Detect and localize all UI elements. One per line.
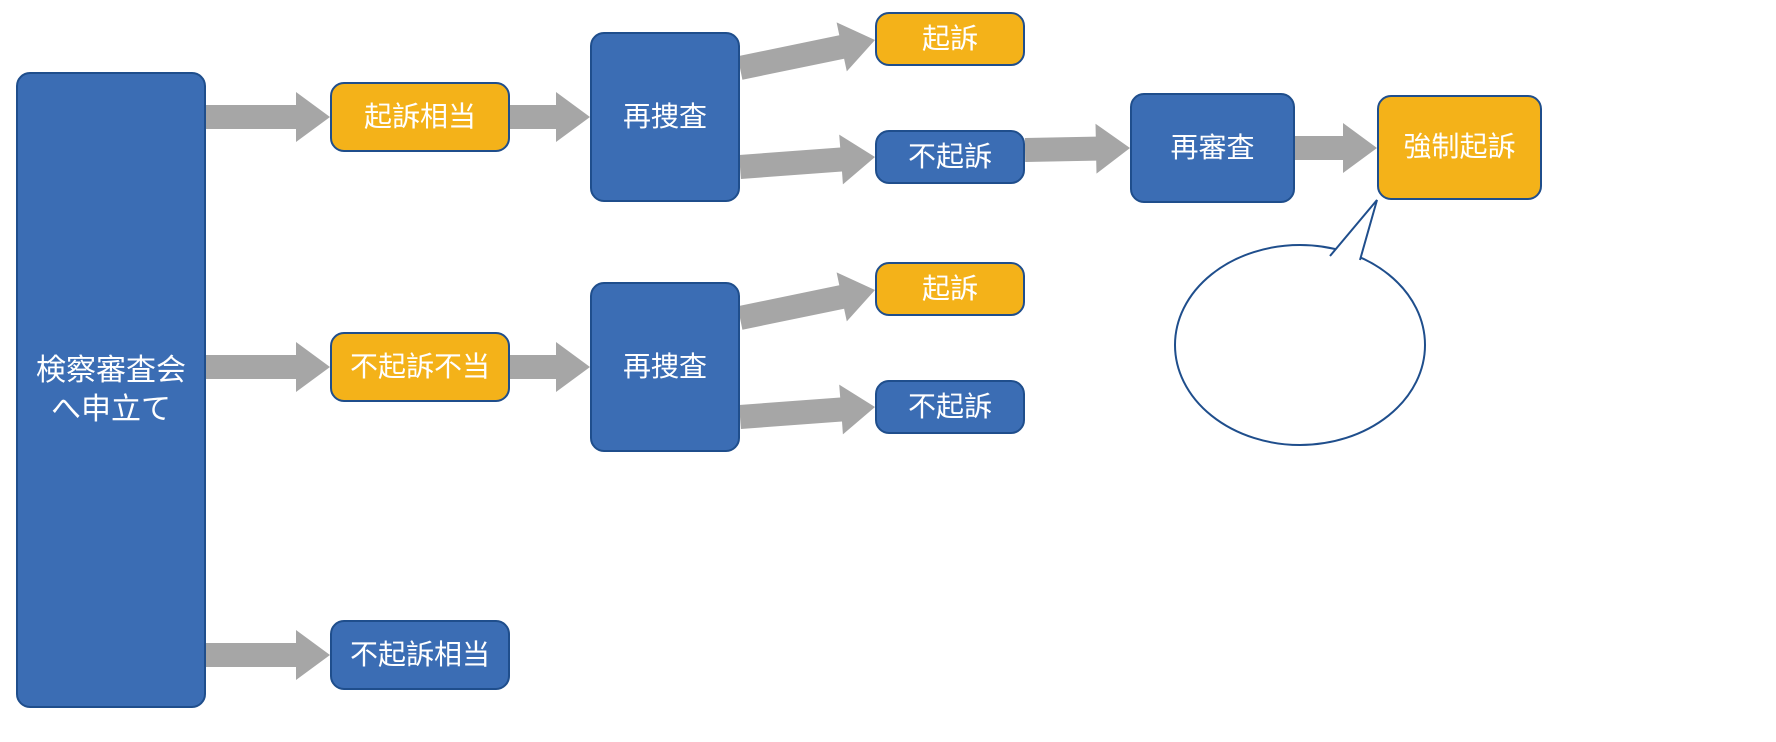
node-re1: 再捜査: [590, 32, 740, 202]
arrow-0: [206, 92, 330, 142]
callout-ellipse: [1175, 245, 1425, 445]
node-kiso2: 起訴: [875, 262, 1025, 316]
node-root: 検察審査会へ申立て: [16, 72, 206, 708]
arrow-2: [206, 630, 330, 680]
arrow-9: [1025, 124, 1130, 174]
node-fukiso2: 不起訴: [875, 380, 1025, 434]
arrow-7: [738, 272, 875, 329]
node-fukiso1: 不起訴: [875, 130, 1025, 184]
arrow-8: [739, 385, 875, 435]
node-opt3: 不起訴相当: [330, 620, 510, 690]
arrow-1: [206, 342, 330, 392]
arrow-10: [1295, 123, 1377, 173]
node-forced: 強制起訴: [1377, 95, 1542, 200]
node-opt2: 不起訴不当: [330, 332, 510, 402]
node-kiso1: 起訴: [875, 12, 1025, 66]
callout-tail-stroke: [1330, 200, 1377, 260]
node-reexam: 再審査: [1130, 93, 1295, 203]
node-opt1: 起訴相当: [330, 82, 510, 152]
node-re2: 再捜査: [590, 282, 740, 452]
arrow-6: [739, 135, 875, 185]
callout-tail-fill: [1330, 200, 1377, 260]
arrow-3: [510, 92, 590, 142]
arrow-4: [510, 342, 590, 392]
arrow-5: [738, 22, 875, 79]
